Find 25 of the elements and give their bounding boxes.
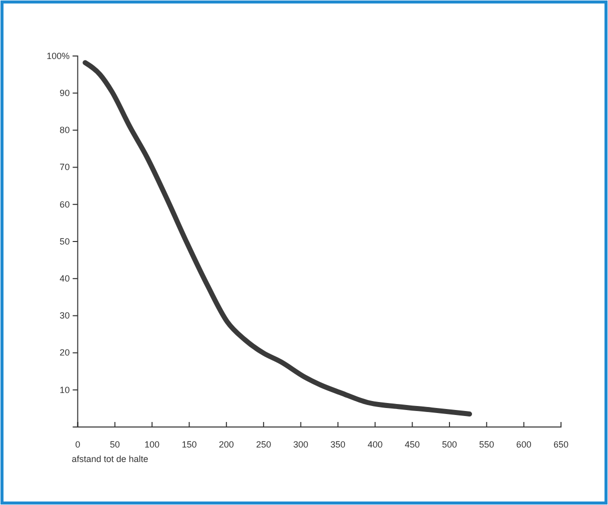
x-tick-label: 600 — [516, 439, 532, 450]
x-tick-label: 500 — [442, 439, 457, 450]
x-tick-label: 450 — [404, 439, 420, 450]
y-tick-label: 100% — [46, 50, 70, 61]
y-tick-label: 10 — [60, 384, 70, 395]
x-tick-label: 300 — [293, 439, 308, 450]
y-tick-label: 50 — [60, 236, 70, 246]
x-tick-label: 50 — [110, 439, 120, 450]
y-tick-label: 40 — [60, 273, 70, 284]
x-tick-label: 250 — [256, 439, 272, 450]
x-tick-label: 200 — [218, 439, 234, 450]
y-tick-label: 20 — [60, 348, 70, 358]
x-tick-label: 100 — [144, 439, 160, 450]
y-tick-label: 90 — [60, 88, 70, 98]
x-axis-title: afstand tot de halte — [72, 454, 148, 464]
x-tick-label: 0 — [75, 439, 80, 450]
x-tick-label: 650 — [553, 439, 569, 450]
x-tick-label: 400 — [368, 439, 383, 450]
x-tick-label: 350 — [330, 439, 346, 450]
y-tick-label: 70 — [60, 162, 70, 172]
x-tick-label: 550 — [479, 439, 494, 450]
y-tick-label: 30 — [60, 310, 70, 321]
y-tick-label: 60 — [60, 199, 70, 210]
x-tick-label: 150 — [182, 439, 197, 450]
y-tick-label: 80 — [60, 125, 70, 136]
